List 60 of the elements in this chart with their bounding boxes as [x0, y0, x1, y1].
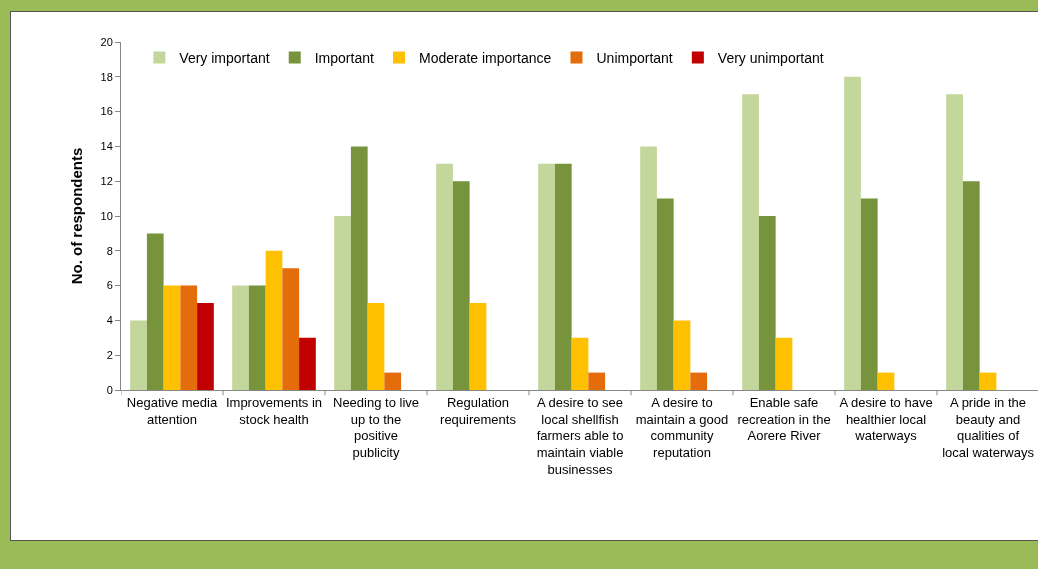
bar — [180, 285, 198, 390]
x-tick-label: Regulation requirements — [440, 394, 517, 427]
bar — [367, 303, 385, 390]
bar — [742, 94, 759, 390]
x-tick-label: A desire to maintain a good community reputation — [635, 394, 729, 461]
y-tick-label: 18 — [100, 70, 113, 83]
bar — [844, 76, 861, 390]
bar — [282, 268, 300, 390]
bar — [690, 372, 708, 390]
bar — [640, 146, 657, 390]
bar — [554, 163, 572, 390]
bar — [571, 337, 589, 390]
bar — [197, 303, 214, 390]
y-tick-label: 4 — [106, 314, 113, 327]
bar — [775, 337, 793, 390]
legend-label: Very important — [179, 50, 270, 67]
y-tick-label: 10 — [100, 209, 113, 222]
bar — [265, 250, 283, 390]
bar — [232, 285, 249, 390]
x-tick-label: A desire to see local shellfish farmers able to maintain viable businesses — [536, 394, 624, 478]
x-tick-label: Negative media attention — [126, 394, 218, 427]
bar — [130, 320, 147, 390]
legend-label: Moderate importance — [418, 50, 552, 67]
y-tick-label: 16 — [100, 105, 113, 118]
y-axis-title: No. of respondents — [67, 147, 85, 285]
y-tick-label: 8 — [106, 244, 113, 257]
bar — [758, 216, 776, 390]
x-tick-label: Needing to live up to the positive publicity — [333, 394, 419, 461]
y-tick-label: 6 — [106, 279, 113, 292]
x-tick-label: Enable safe recreation in the Aorere River — [737, 394, 831, 444]
bar — [469, 303, 487, 390]
legend-label: Unimportant — [596, 50, 673, 67]
bar — [962, 181, 980, 390]
bar — [163, 285, 181, 390]
bar — [384, 372, 402, 390]
y-tick-label: 0 — [106, 383, 113, 396]
bar — [979, 372, 997, 390]
bar — [877, 372, 895, 390]
legend-label: Important — [314, 50, 374, 67]
x-tick-label: Improvements in stock health — [225, 394, 323, 427]
bar — [588, 372, 606, 390]
bar — [452, 181, 470, 390]
bar — [538, 163, 555, 390]
y-tick-label: 14 — [100, 140, 113, 153]
bar — [673, 320, 691, 390]
bar — [436, 163, 453, 390]
bar — [656, 198, 674, 390]
bar — [299, 337, 316, 390]
legend-label: Very unimportant — [717, 50, 824, 67]
y-tick-label: 20 — [100, 35, 113, 48]
bar — [334, 216, 351, 390]
x-tick-label: A pride in the beauty and qualities of local waterways — [942, 394, 1035, 461]
bar — [350, 146, 368, 390]
y-tick-label: 2 — [106, 349, 113, 362]
bar — [860, 198, 878, 390]
x-tick-label: A desire to have healthier local waterways — [839, 394, 933, 444]
y-tick-label: 12 — [100, 175, 113, 188]
bar — [248, 285, 266, 390]
bar — [146, 233, 164, 390]
bar — [946, 94, 963, 390]
